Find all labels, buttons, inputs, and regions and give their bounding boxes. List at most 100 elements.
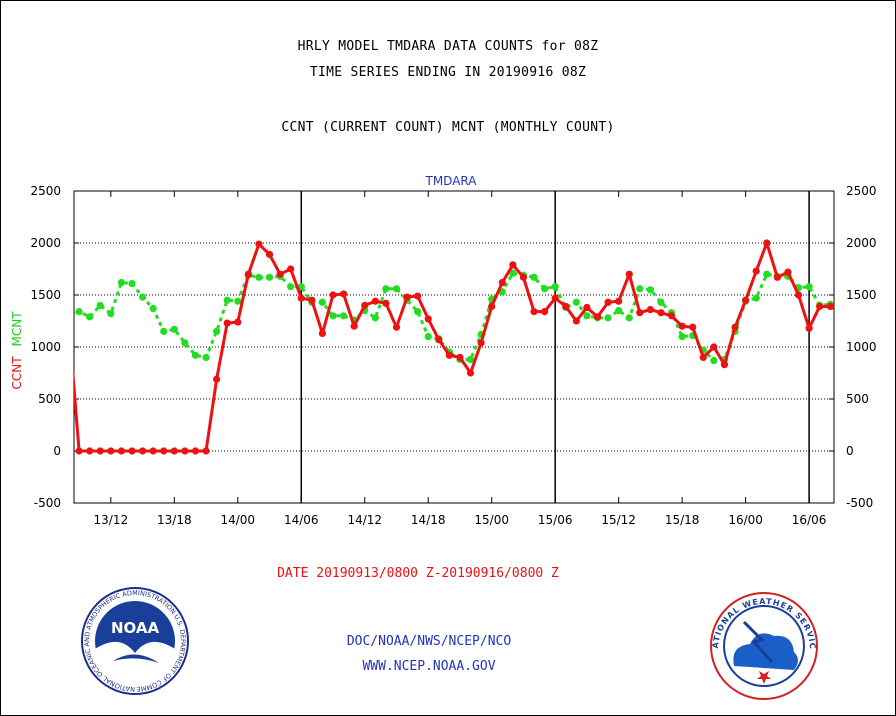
data-point-ccnt xyxy=(287,265,295,273)
x-tick-label: 14/00 xyxy=(220,513,255,527)
data-point-ccnt xyxy=(562,302,570,311)
plot-title: TMDARA xyxy=(425,174,478,188)
data-point-mcnt xyxy=(96,301,104,309)
data-point-mcnt xyxy=(625,314,633,322)
data-point-ccnt xyxy=(699,353,707,361)
data-point-ccnt xyxy=(710,343,718,351)
data-point-ccnt xyxy=(191,447,200,455)
data-point-ccnt xyxy=(530,308,538,316)
data-point-ccnt xyxy=(403,293,411,301)
data-point-ccnt xyxy=(773,273,781,281)
data-point-ccnt xyxy=(244,270,252,278)
data-point-ccnt xyxy=(784,268,792,276)
data-point-ccnt xyxy=(435,336,443,344)
data-point-mcnt xyxy=(318,298,327,306)
y-axis-label-ccnt: CCNT xyxy=(10,356,24,390)
series-layer xyxy=(65,239,834,455)
data-point-ccnt xyxy=(424,315,432,323)
data-point-ccnt xyxy=(329,291,337,299)
data-point-ccnt xyxy=(371,297,379,305)
noaa-logo: NOAA NATIONAL OCEANIC AND ATMOSPHERIC AD… xyxy=(81,587,189,695)
data-point-mcnt xyxy=(117,278,125,287)
data-point-ccnt xyxy=(689,323,697,331)
data-point-ccnt xyxy=(361,301,369,309)
chart-subtitle: CCNT (CURRENT COUNT) MCNT (MONTHLY COUNT… xyxy=(281,120,615,135)
series-line-mcnt xyxy=(74,271,834,363)
y-tick-label-left: -500 xyxy=(34,496,61,510)
data-point-mcnt xyxy=(329,312,337,320)
data-point-mcnt xyxy=(424,333,432,341)
data-point-mcnt xyxy=(213,327,221,335)
data-point-mcnt xyxy=(223,296,231,304)
data-point-ccnt xyxy=(551,294,559,302)
data-point-ccnt xyxy=(265,250,274,259)
data-point-ccnt xyxy=(350,322,358,330)
data-point-ccnt xyxy=(667,312,676,320)
data-point-mcnt xyxy=(107,310,115,318)
data-point-mcnt xyxy=(65,313,72,320)
y-tick-label-left: 500 xyxy=(38,392,61,406)
data-point-mcnt xyxy=(287,283,295,291)
data-point-ccnt xyxy=(138,447,147,455)
data-point-mcnt xyxy=(615,307,623,315)
data-point-ccnt xyxy=(318,329,327,338)
x-tick-label: 14/06 xyxy=(284,513,319,527)
x-tick-label: 16/06 xyxy=(792,513,827,527)
data-point-mcnt xyxy=(297,283,305,291)
y-tick-label-right: 0 xyxy=(846,444,854,458)
data-point-ccnt xyxy=(583,303,591,312)
data-point-mcnt xyxy=(149,304,157,313)
data-point-ccnt xyxy=(498,278,506,287)
data-point-mcnt xyxy=(371,314,379,322)
data-point-ccnt xyxy=(826,302,834,311)
data-point-ccnt xyxy=(223,319,231,327)
data-point-ccnt xyxy=(593,313,602,321)
chart-title-line-2: TIME SERIES ENDING IN 20190916 08Z xyxy=(309,65,587,80)
nws-logo: NATIONAL WEATHER SERVICE xyxy=(710,592,818,700)
data-point-ccnt xyxy=(65,315,72,322)
data-point-mcnt xyxy=(572,298,580,306)
x-tick-label: 13/18 xyxy=(157,513,192,527)
noaa-logo-text: NOAA xyxy=(111,619,160,637)
y-tick-label-left: 0 xyxy=(53,444,61,458)
data-point-mcnt xyxy=(265,273,274,281)
website-link[interactable]: WWW.NCEP.NOAA.GOV xyxy=(362,659,496,674)
data-point-ccnt xyxy=(117,447,125,455)
data-point-ccnt xyxy=(488,302,496,311)
data-point-ccnt xyxy=(509,261,517,269)
data-point-mcnt xyxy=(678,333,686,341)
data-point-ccnt xyxy=(308,296,316,304)
data-point-mcnt xyxy=(392,285,401,293)
data-point-mcnt xyxy=(86,313,94,321)
data-point-mcnt xyxy=(763,270,771,278)
data-point-ccnt xyxy=(297,294,305,302)
plot-frame xyxy=(73,190,835,504)
data-point-mcnt xyxy=(138,293,147,301)
data-point-ccnt xyxy=(445,351,453,359)
data-point-ccnt xyxy=(615,297,623,305)
data-point-ccnt xyxy=(742,296,750,304)
data-point-ccnt xyxy=(86,447,94,455)
data-point-ccnt xyxy=(276,270,284,278)
data-point-ccnt xyxy=(128,447,136,455)
data-point-ccnt xyxy=(794,291,803,299)
x-axis-date-range: DATE 20190913/0800 Z-20190916/0800 Z xyxy=(277,566,559,581)
data-point-mcnt xyxy=(181,339,189,347)
y-tick-label-left: 1500 xyxy=(30,288,61,302)
y-tick-label-right: -500 xyxy=(846,496,873,510)
data-point-ccnt xyxy=(202,447,210,455)
data-point-mcnt xyxy=(170,325,178,333)
data-point-ccnt xyxy=(382,299,390,307)
data-point-mcnt xyxy=(541,285,549,293)
data-point-mcnt xyxy=(234,297,242,305)
y-tick-label-right: 1000 xyxy=(846,340,877,354)
y-tick-label-left: 2000 xyxy=(30,236,61,250)
data-point-ccnt xyxy=(519,273,528,281)
data-point-ccnt xyxy=(255,240,263,248)
data-point-mcnt xyxy=(530,273,538,281)
data-point-mcnt xyxy=(710,356,718,365)
y-tick-label-right: 1500 xyxy=(846,288,877,302)
data-point-mcnt xyxy=(128,279,136,288)
x-tick-label: 15/12 xyxy=(601,513,636,527)
